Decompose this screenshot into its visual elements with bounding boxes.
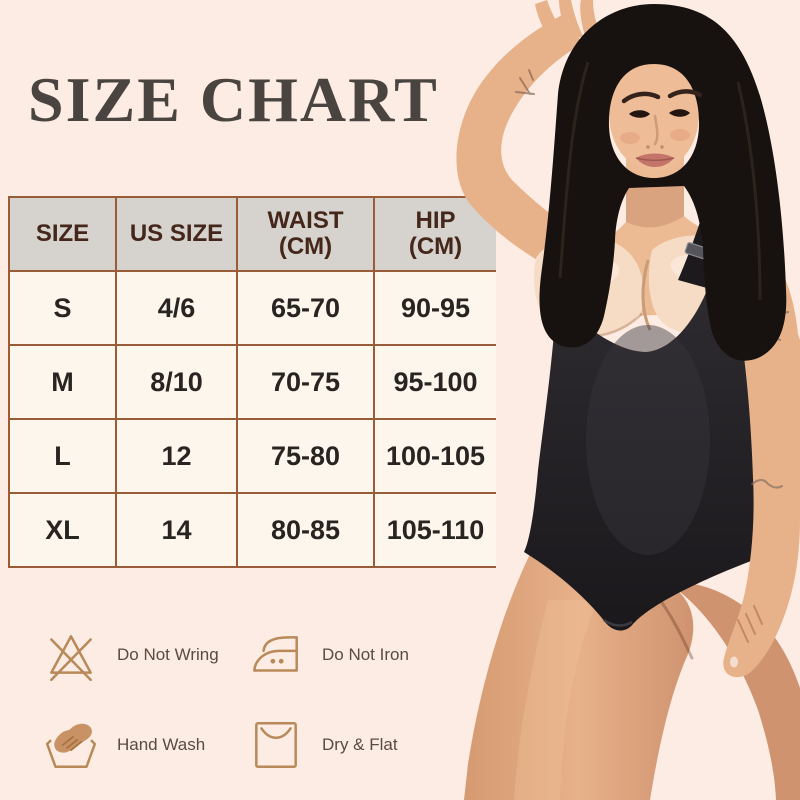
care-item-do-not-iron: Do Not Iron bbox=[247, 626, 482, 684]
size-cell: L bbox=[10, 420, 115, 492]
hip-cell: 95-100 bbox=[375, 346, 496, 418]
model-photo bbox=[456, 0, 800, 800]
page-title: SIZE CHART bbox=[28, 64, 439, 135]
col-header-waist: WAIST (CM) bbox=[238, 198, 373, 270]
care-label: Do Not Iron bbox=[322, 645, 409, 664]
care-item-dry-flat: Dry & Flat bbox=[247, 716, 482, 774]
hand-wash-icon bbox=[45, 723, 97, 768]
care-instructions: Do Not Wring Do Not Iron Hand Wash bbox=[42, 610, 482, 790]
model-face bbox=[609, 57, 699, 171]
model-hair bbox=[539, 4, 787, 361]
size-table: SIZE US SIZE WAIST (CM) HIP (CM) S 4/6 6… bbox=[8, 196, 496, 568]
size-cell: S bbox=[10, 272, 115, 344]
col-header-us-size: US SIZE bbox=[117, 198, 236, 270]
us-size-cell: 14 bbox=[117, 494, 236, 566]
us-size-cell: 4/6 bbox=[117, 272, 236, 344]
dry-flat-icon bbox=[255, 722, 297, 768]
hip-cell: 100-105 bbox=[375, 420, 496, 492]
us-size-cell: 8/10 bbox=[117, 346, 236, 418]
do-not-iron-icon bbox=[253, 636, 298, 672]
model-raised-arm bbox=[456, 13, 636, 298]
waist-cell: 75-80 bbox=[238, 420, 373, 492]
waist-cell: 65-70 bbox=[238, 272, 373, 344]
us-size-cell: 12 bbox=[117, 420, 236, 492]
care-item-do-not-wring: Do Not Wring bbox=[42, 626, 247, 684]
model-facial-features bbox=[621, 89, 703, 167]
care-label: Dry & Flat bbox=[322, 735, 398, 754]
hip-cell: 105-110 bbox=[375, 494, 496, 566]
waist-cell: 70-75 bbox=[238, 346, 373, 418]
care-item-hand-wash: Hand Wash bbox=[42, 716, 247, 774]
do-not-wring-icon bbox=[50, 635, 92, 682]
waist-cell: 80-85 bbox=[238, 494, 373, 566]
hip-cell: 90-95 bbox=[375, 272, 496, 344]
care-label: Do Not Wring bbox=[117, 645, 219, 664]
care-label: Hand Wash bbox=[117, 735, 206, 754]
col-header-size: SIZE bbox=[10, 198, 115, 270]
model-bodysuit bbox=[524, 288, 770, 631]
size-cell: XL bbox=[10, 494, 115, 566]
size-cell: M bbox=[10, 346, 115, 418]
